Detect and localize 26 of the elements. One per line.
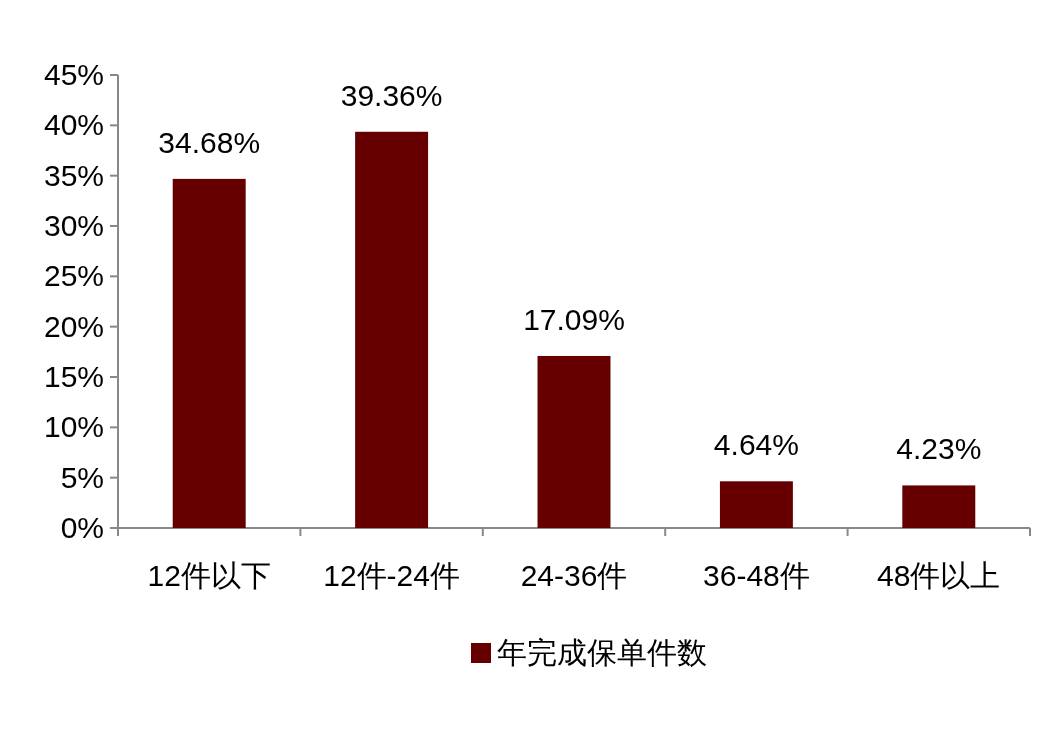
y-tick-label: 35% xyxy=(43,158,104,192)
y-tick-label: 25% xyxy=(43,259,104,293)
y-tick-label: 0% xyxy=(60,511,104,544)
data-label: 4.64% xyxy=(713,428,799,462)
x-tick-label: 12件以下 xyxy=(147,559,271,592)
x-tick-label: 12件-24件 xyxy=(323,559,460,592)
x-tick-label: 24-36件 xyxy=(520,559,628,592)
x-tick-label: 36-48件 xyxy=(703,559,810,592)
bar xyxy=(537,355,611,528)
bar xyxy=(902,485,976,528)
data-label: 4.23% xyxy=(896,432,982,466)
data-label: 17.09% xyxy=(523,302,625,336)
bar xyxy=(719,481,793,528)
y-tick-label: 15% xyxy=(43,360,104,393)
y-tick-label: 30% xyxy=(43,209,104,242)
y-tick-label: 45% xyxy=(43,58,104,91)
data-label: 39.36% xyxy=(340,78,443,112)
y-tick-label: 5% xyxy=(60,460,104,494)
bar xyxy=(355,131,429,528)
legend-label: 年完成保单件数 xyxy=(497,636,707,669)
data-label: 34.68% xyxy=(158,125,261,159)
y-tick-label: 20% xyxy=(43,309,104,343)
y-tick-label: 10% xyxy=(43,410,104,444)
bar xyxy=(172,178,246,528)
x-tick-label: 48件以上 xyxy=(877,559,1001,592)
y-tick-label: 40% xyxy=(43,108,104,142)
